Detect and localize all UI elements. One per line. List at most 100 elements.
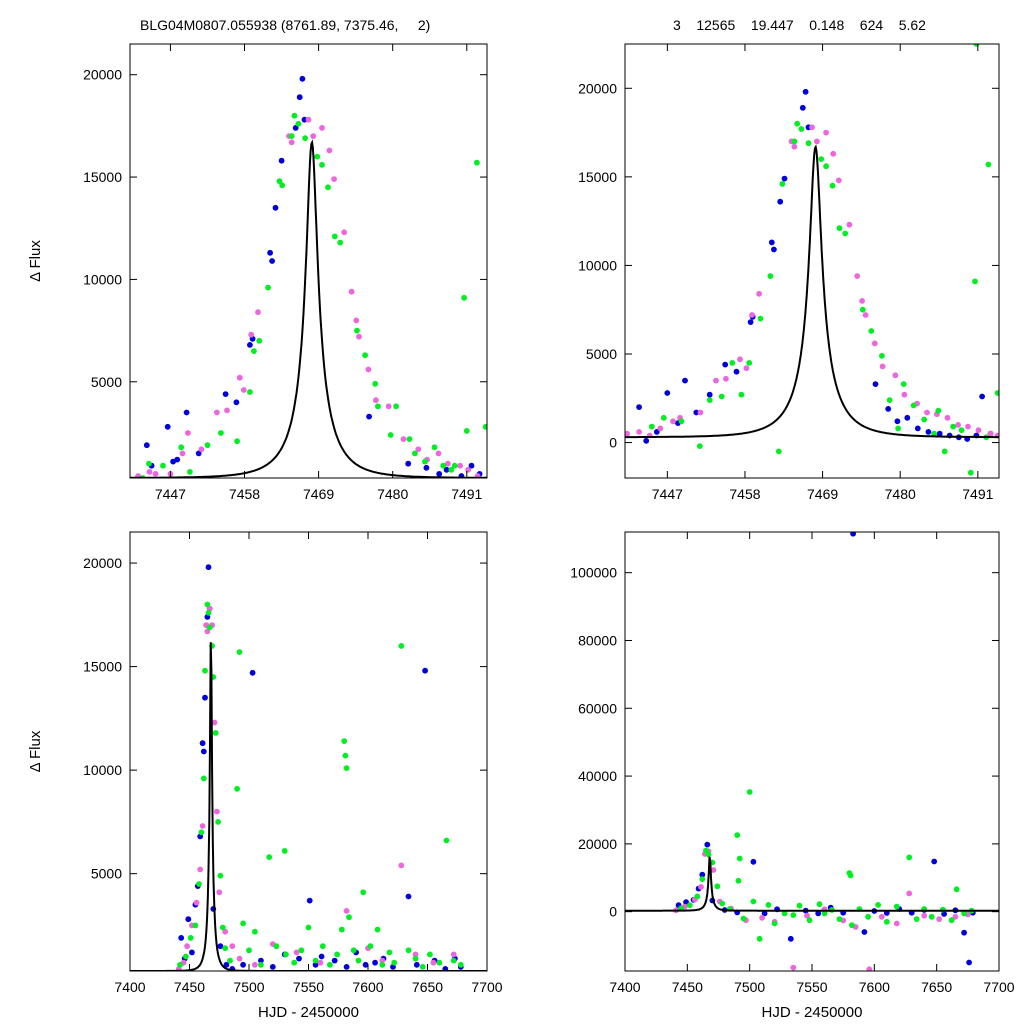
data-point-pink xyxy=(893,920,900,927)
data-point-green xyxy=(341,738,348,744)
data-point-green xyxy=(391,959,398,966)
data-point-green xyxy=(818,156,825,163)
data-point-pink xyxy=(859,298,865,304)
data-point-green xyxy=(276,178,283,185)
data-point-green xyxy=(412,450,418,457)
data-point-blue xyxy=(292,125,299,131)
data-point-pink xyxy=(749,312,755,318)
data-point-blue xyxy=(183,409,190,416)
data-point-pink xyxy=(710,867,717,873)
data-point-blue xyxy=(269,964,276,970)
data-point-green xyxy=(343,765,350,771)
data-point-blue xyxy=(904,414,911,421)
data-point-green xyxy=(236,649,243,655)
data-point-green xyxy=(372,380,379,387)
data-point-green xyxy=(196,881,202,887)
data-point-green xyxy=(457,961,464,968)
plot-frame xyxy=(129,43,488,479)
data-point-blue xyxy=(925,429,932,435)
data-point-pink xyxy=(955,422,961,428)
data-point-green xyxy=(648,423,655,430)
data-point-blue xyxy=(331,957,338,964)
data-point-green xyxy=(338,926,345,933)
x-tick-label: 7650 xyxy=(412,979,443,995)
points-bottom-right xyxy=(673,532,976,971)
data-point-blue xyxy=(362,961,369,968)
data-point-pink xyxy=(240,387,247,393)
data-point-pink xyxy=(924,409,930,416)
y-tick-label: 10000 xyxy=(83,762,122,778)
data-point-pink xyxy=(236,374,243,381)
data-point-pink xyxy=(293,949,300,956)
data-point-pink xyxy=(657,425,664,432)
x-tick-label: 7491 xyxy=(451,486,482,502)
data-point-pink xyxy=(229,943,236,950)
data-point-pink xyxy=(348,288,355,295)
data-point-pink xyxy=(670,418,676,425)
data-point-green xyxy=(921,416,928,423)
data-point-pink xyxy=(804,912,810,919)
data-point-pink xyxy=(193,899,200,906)
data-point-green xyxy=(375,403,381,410)
y-tick-label: 20000 xyxy=(578,836,617,852)
data-point-pink xyxy=(198,446,205,453)
data-point-green xyxy=(219,924,226,931)
data-point-blue xyxy=(269,258,275,264)
data-point-green xyxy=(387,432,394,438)
data-point-blue xyxy=(164,423,171,430)
data-point-pink xyxy=(756,290,762,297)
data-point-green xyxy=(756,935,763,942)
data-point-pink xyxy=(809,124,815,131)
data-point-green xyxy=(256,337,263,344)
data-point-green xyxy=(405,947,412,954)
data-point-green xyxy=(273,943,280,950)
data-point-blue xyxy=(636,404,642,410)
data-point-green xyxy=(849,922,855,929)
data-point-pink xyxy=(222,928,229,935)
data-point-blue xyxy=(885,406,892,412)
model-curve xyxy=(130,139,487,478)
data-point-green xyxy=(198,829,205,836)
data-point-blue xyxy=(301,116,308,123)
data-point-green xyxy=(355,957,362,964)
data-point-blue xyxy=(217,943,224,950)
x-tick-label: 7447 xyxy=(652,486,683,502)
data-point-green xyxy=(746,789,753,795)
y-tick-label: 40000 xyxy=(578,768,617,784)
data-point-green xyxy=(757,315,764,322)
data-point-pink xyxy=(698,884,704,890)
x-tick-label: 7500 xyxy=(734,979,765,995)
data-point-pink xyxy=(412,951,419,958)
data-point-pink xyxy=(185,430,191,436)
data-point-green xyxy=(746,360,753,366)
data-point-pink xyxy=(759,914,765,921)
data-point-green xyxy=(354,327,360,334)
data-point-green xyxy=(212,730,219,736)
data-point-green xyxy=(283,951,289,958)
data-point-pink xyxy=(211,719,218,726)
data-point-blue xyxy=(199,740,206,747)
plot-frame xyxy=(624,43,1000,479)
data-point-green xyxy=(319,161,325,168)
data-point-green xyxy=(806,917,813,924)
data-point-green xyxy=(868,328,875,334)
data-point-green xyxy=(298,947,305,954)
data-point-green xyxy=(958,427,965,434)
data-point-green xyxy=(187,469,193,475)
data-point-pink xyxy=(365,366,372,373)
data-point-pink xyxy=(713,377,719,384)
data-point-blue xyxy=(233,399,240,406)
data-point-pink xyxy=(197,866,204,873)
data-point-green xyxy=(767,273,774,279)
x-tick-label: 7400 xyxy=(609,979,640,995)
data-point-blue xyxy=(372,959,378,966)
data-point-pink xyxy=(457,462,463,469)
data-point-pink xyxy=(214,808,220,815)
data-point-pink xyxy=(892,372,899,379)
data-point-green xyxy=(941,448,948,455)
data-point-blue xyxy=(195,450,202,457)
data-point-green xyxy=(791,138,798,145)
data-point-green xyxy=(319,943,326,950)
data-point-green xyxy=(994,390,999,396)
